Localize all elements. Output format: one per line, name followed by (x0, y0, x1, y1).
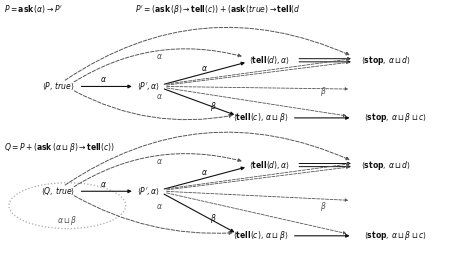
Text: $\alpha$: $\alpha$ (156, 157, 163, 166)
FancyArrowPatch shape (74, 91, 232, 120)
Text: $\alpha$: $\alpha$ (201, 168, 208, 177)
Text: $\langle\mathbf{stop},\,\alpha\sqcup\beta\sqcup c\rangle$: $\langle\mathbf{stop},\,\alpha\sqcup\bet… (364, 229, 427, 242)
Text: $\langle P^{\prime},\alpha\rangle$: $\langle P^{\prime},\alpha\rangle$ (136, 81, 160, 92)
Text: $\langle P,\,true\rangle$: $\langle P,\,true\rangle$ (42, 81, 75, 92)
Text: $P = \mathbf{ask}\,(\alpha) \rightarrow P^{\prime}$: $P = \mathbf{ask}\,(\alpha) \rightarrow … (4, 3, 63, 15)
FancyArrowPatch shape (65, 132, 349, 185)
FancyArrowPatch shape (81, 190, 131, 193)
FancyArrowPatch shape (167, 88, 346, 117)
FancyArrowPatch shape (299, 61, 350, 63)
Text: $\alpha$: $\alpha$ (156, 92, 163, 101)
Text: $P^{\prime} = (\mathbf{ask}\,(\beta) \rightarrow \mathbf{tell}(c)) + (\mathbf{as: $P^{\prime} = (\mathbf{ask}\,(\beta) \ri… (135, 3, 300, 16)
FancyArrowPatch shape (299, 166, 350, 168)
FancyArrowPatch shape (295, 117, 348, 119)
Text: $\alpha$: $\alpha$ (100, 180, 107, 189)
Text: $\beta$: $\beta$ (210, 212, 216, 225)
FancyArrowPatch shape (299, 58, 350, 60)
Text: $\beta$: $\beta$ (320, 200, 326, 214)
FancyArrowPatch shape (65, 27, 349, 80)
FancyArrowPatch shape (74, 154, 241, 187)
Text: $\langle\mathbf{tell}(c),\,\alpha\sqcup\beta\rangle$: $\langle\mathbf{tell}(c),\,\alpha\sqcup\… (233, 111, 288, 124)
Text: $\langle\mathbf{tell}(d),\alpha\rangle$: $\langle\mathbf{tell}(d),\alpha\rangle$ (249, 160, 290, 171)
FancyArrowPatch shape (164, 62, 244, 84)
Text: $\langle\mathbf{stop},\,\alpha\sqcup d\rangle$: $\langle\mathbf{stop},\,\alpha\sqcup d\r… (361, 159, 411, 172)
FancyArrowPatch shape (167, 192, 348, 201)
FancyArrowPatch shape (167, 166, 349, 190)
FancyArrowPatch shape (167, 163, 349, 189)
Text: $\alpha$: $\alpha$ (156, 203, 163, 211)
FancyArrowPatch shape (167, 193, 346, 234)
Text: $\langle P^{\prime},\alpha\rangle$: $\langle P^{\prime},\alpha\rangle$ (136, 186, 160, 197)
Text: $\langle Q,\,true\rangle$: $\langle Q,\,true\rangle$ (41, 186, 75, 197)
Text: $\alpha$: $\alpha$ (100, 75, 107, 84)
Text: $\beta$: $\beta$ (320, 85, 326, 98)
FancyArrowPatch shape (167, 86, 348, 90)
FancyArrowPatch shape (167, 58, 349, 84)
Text: $\langle\mathbf{stop},\,\alpha\sqcup d\rangle$: $\langle\mathbf{stop},\,\alpha\sqcup d\r… (361, 54, 411, 67)
Text: $Q = P + (\mathbf{ask}\,(\alpha\sqcup\beta) \rightarrow \mathbf{tell}(c))$: $Q = P + (\mathbf{ask}\,(\alpha\sqcup\be… (4, 141, 115, 155)
FancyArrowPatch shape (299, 162, 350, 165)
FancyArrowPatch shape (295, 234, 348, 237)
Text: $\langle\mathbf{tell}(d),\alpha\rangle$: $\langle\mathbf{tell}(d),\alpha\rangle$ (249, 55, 290, 66)
FancyArrowPatch shape (164, 89, 233, 115)
Text: $\alpha$: $\alpha$ (201, 64, 208, 73)
FancyArrowPatch shape (74, 49, 241, 82)
FancyArrowPatch shape (167, 62, 349, 85)
Text: $\beta$: $\beta$ (210, 100, 216, 113)
Text: $\alpha$: $\alpha$ (156, 52, 163, 61)
FancyArrowPatch shape (164, 167, 244, 189)
Text: $\langle\mathbf{stop},\,\alpha\sqcup\beta\sqcup c\rangle$: $\langle\mathbf{stop},\,\alpha\sqcup\bet… (364, 111, 427, 124)
FancyArrowPatch shape (81, 85, 131, 88)
Text: $\alpha\sqcup\beta$: $\alpha\sqcup\beta$ (57, 214, 78, 227)
Text: $\langle\mathbf{tell}(c),\,\alpha\sqcup\beta\rangle$: $\langle\mathbf{tell}(c),\,\alpha\sqcup\… (233, 229, 288, 242)
FancyArrowPatch shape (74, 196, 232, 234)
FancyArrowPatch shape (164, 194, 233, 232)
